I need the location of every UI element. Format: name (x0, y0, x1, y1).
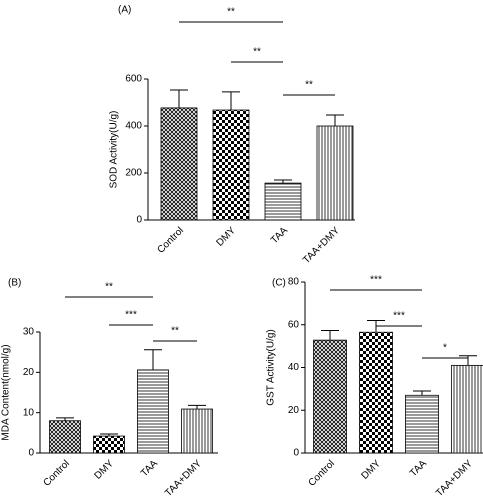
bar (181, 408, 213, 454)
y-tick-label: 10 (23, 407, 35, 418)
significance-label: *** (370, 275, 382, 286)
panel-title: (B) (8, 278, 21, 289)
y-axis-label: SOD Activity(U/g) (109, 111, 120, 189)
bar (264, 182, 302, 221)
x-tick-label: TAA+DMY (434, 458, 475, 499)
y-tick-label: 400 (125, 121, 142, 132)
x-tick-label: DMY (214, 225, 238, 249)
y-tick-label: 0 (293, 448, 299, 459)
y-tick-label: 20 (288, 405, 300, 416)
y-tick-label: 0 (28, 448, 34, 459)
y-tick-label: 200 (125, 168, 142, 179)
x-tick-label: TAA+DMY (163, 458, 204, 499)
panel-title: (C) (272, 278, 286, 289)
x-tick-label: TAA (269, 225, 290, 246)
y-tick-label: 40 (288, 362, 300, 373)
bar (316, 125, 354, 221)
significance-label: *** (125, 310, 137, 321)
bar (160, 107, 198, 221)
significance-label: ** (227, 7, 235, 18)
y-tick-label: 600 (125, 74, 142, 85)
y-tick-label: 60 (288, 319, 300, 330)
bar (405, 394, 439, 454)
bar (359, 331, 393, 454)
bar (313, 339, 347, 454)
y-axis-label: MDA Content(nmol/g) (1, 344, 12, 440)
y-tick-label: 80 (288, 277, 300, 288)
x-tick-label: TAA (139, 458, 160, 479)
x-tick-label: Control (41, 458, 72, 489)
significance-label: *** (393, 311, 405, 322)
significance-label: ** (253, 47, 261, 58)
x-tick-label: Control (306, 458, 337, 489)
x-tick-label: DMY (92, 458, 116, 482)
x-tick-label: TAA+DMY (301, 225, 342, 266)
y-tick-label: 20 (23, 367, 35, 378)
significance-label: ** (105, 282, 113, 293)
x-tick-label: TAA (408, 458, 429, 479)
y-axis-label: GST Activity(U/g) (266, 329, 277, 406)
bar (93, 435, 125, 454)
y-tick-label: 0 (136, 215, 142, 226)
bar (451, 364, 483, 454)
bar (137, 369, 169, 454)
significance-label: * (443, 343, 447, 354)
bar (212, 109, 250, 221)
y-tick-label: 30 (23, 327, 35, 338)
panel-title: (A) (118, 5, 131, 16)
significance-label: ** (171, 326, 179, 337)
significance-label: ** (305, 80, 313, 91)
bar (49, 420, 81, 454)
x-tick-label: DMY (359, 458, 383, 482)
x-tick-label: Control (155, 225, 186, 256)
